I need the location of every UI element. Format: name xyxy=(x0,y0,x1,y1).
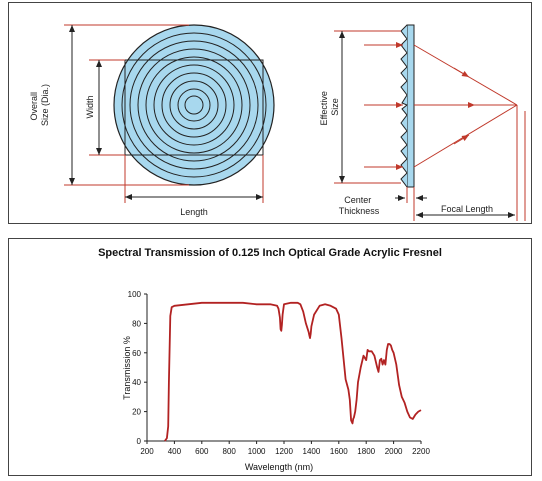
overall-label-2: Size (Dia.) xyxy=(40,84,50,126)
x-tick-label: 800 xyxy=(223,447,237,456)
center-label-1: Center xyxy=(344,195,371,205)
overall-size-dimension: Overall Size (Dia.) xyxy=(29,24,189,186)
effective-label-1: Effective xyxy=(319,91,329,125)
y-tick-label: 40 xyxy=(132,378,141,387)
x-tick-label: 1000 xyxy=(248,447,266,456)
y-axis-label: Transmission % xyxy=(122,336,132,400)
length-label: Length xyxy=(180,207,208,217)
svg-text:Overall Size (Dia.): Overall Size (Dia.) xyxy=(29,84,50,126)
width-dimension: Width xyxy=(85,59,125,156)
y-tick-label: 0 xyxy=(137,437,142,446)
x-tick-label: 600 xyxy=(195,447,209,456)
y-tick-label: 60 xyxy=(132,349,141,358)
x-tick-label: 400 xyxy=(168,447,182,456)
x-tick-label: 1200 xyxy=(275,447,293,456)
x-tick-label: 200 xyxy=(140,447,154,456)
overall-label-1: Overall xyxy=(29,92,39,121)
x-tick-label: 1400 xyxy=(303,447,321,456)
svg-text:Effective Size: Effective Size xyxy=(319,89,340,126)
y-tick-label: 20 xyxy=(132,408,141,417)
spectral-chart-panel: Spectral Transmission of 0.125 Inch Opti… xyxy=(8,238,532,476)
x-axis-label: Wavelength (nm) xyxy=(245,462,313,472)
fresnel-lens-front-view xyxy=(113,24,275,186)
length-dimension: Length xyxy=(124,155,264,217)
effective-label-2: Size xyxy=(330,98,340,116)
light-rays xyxy=(364,42,518,170)
svg-text:Center Thickness: Center Thickness xyxy=(339,195,380,216)
x-tick-label: 2200 xyxy=(412,447,430,456)
transmission-curve xyxy=(164,301,422,442)
focal-length-dimension: Focal Length xyxy=(413,105,526,221)
width-label: Width xyxy=(85,95,95,118)
x-tick-label: 2000 xyxy=(385,447,403,456)
x-tick-label: 1800 xyxy=(357,447,375,456)
chart-ticks: 200 400 600 800 1000 1200 1400 1600 1800 2000 2200… xyxy=(128,290,431,456)
chart-series xyxy=(164,301,422,442)
y-tick-label: 100 xyxy=(128,290,142,299)
y-tick-label: 80 xyxy=(132,319,141,328)
lens-diagram-panel: Overall Size (Dia.) Width Length xyxy=(8,2,532,224)
chart-title: Spectral Transmission of 0.125 Inch Opti… xyxy=(98,247,442,259)
x-tick-label: 1600 xyxy=(330,447,348,456)
effective-size-dimension: Effective Size xyxy=(319,30,401,184)
spectral-transmission-chart: Spectral Transmission of 0.125 Inch Opti… xyxy=(98,247,442,472)
focal-length-label: Focal Length xyxy=(441,204,493,214)
lens-diagram: Overall Size (Dia.) Width Length xyxy=(29,24,526,221)
fresnel-lens-side-view xyxy=(400,24,415,188)
center-label-2: Thickness xyxy=(339,206,380,216)
